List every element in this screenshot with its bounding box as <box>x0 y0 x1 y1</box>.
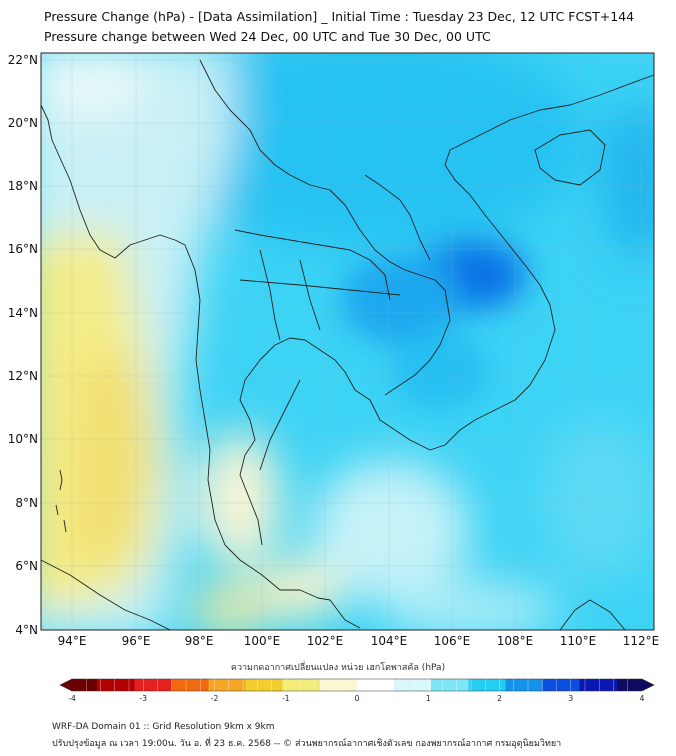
footer-update-info: ปรับปรุงข้อมูล ณ เวลา 19:00น. วัน อ. ที่… <box>52 739 562 749</box>
colorbar-tick-label: -3 <box>140 694 148 703</box>
lat-label: 20°N <box>8 116 38 130</box>
lat-label: 10°N <box>8 432 38 446</box>
lat-label: 22°N <box>8 53 38 67</box>
map-frame <box>40 52 655 631</box>
colorbar-tick-label: -1 <box>282 694 290 703</box>
lon-label: 108°E <box>497 634 534 648</box>
colorbar-tick-label: -2 <box>211 694 219 703</box>
colorbar: -4 -3 -2 -1 0 1 2 3 4 <box>59 678 655 703</box>
map-title: Pressure Change (hPa) - [Data Assimilati… <box>44 9 635 24</box>
lon-label: 94°E <box>58 634 87 648</box>
pressure-field <box>41 53 654 630</box>
lat-label: 12°N <box>8 369 38 383</box>
colorbar-tick-label: 2 <box>497 694 502 703</box>
colorbar-tick-label: -4 <box>68 694 76 703</box>
lon-label: 106°E <box>434 634 471 648</box>
lon-label: 110°E <box>560 634 597 648</box>
longitude-labels: 94°E 96°E 98°E 100°E 102°E 104°E 106°E 1… <box>58 634 660 648</box>
lon-label: 102°E <box>307 634 344 648</box>
lat-label: 6°N <box>15 559 38 573</box>
coastlines <box>41 59 654 630</box>
colorbar-tick-labels: -4 -3 -2 -1 0 1 2 3 4 <box>68 694 644 703</box>
colorbar-tick-label: 0 <box>355 694 360 703</box>
colorbar-tick-label: 3 <box>568 694 573 703</box>
lon-label: 96°E <box>122 634 151 648</box>
graticule <box>41 53 654 630</box>
colorbar-title: ความกดอากาศเปลี่ยนแปลง หน่วย เฮกโตพาสคัล… <box>230 663 446 673</box>
lon-label: 100°E <box>244 634 281 648</box>
lon-label: 112°E <box>623 634 660 648</box>
footer-model-info: WRF-DA Domain 01 :: Grid Resolution 9km … <box>52 722 275 732</box>
lon-label: 98°E <box>185 634 214 648</box>
latitude-labels: 22°N 20°N 18°N 16°N 14°N 12°N 10°N 8°N 6… <box>8 53 38 637</box>
lon-label: 104°E <box>371 634 408 648</box>
lat-label: 8°N <box>15 496 38 510</box>
lat-label: 14°N <box>8 306 38 320</box>
lat-label: 4°N <box>15 623 38 637</box>
map-subtitle: Pressure change between Wed 24 Dec, 00 U… <box>44 29 491 44</box>
lat-label: 16°N <box>8 242 38 256</box>
colorbar-tick-label: 4 <box>640 694 645 703</box>
lat-label: 18°N <box>8 179 38 193</box>
colorbar-dividers <box>86 679 628 691</box>
colorbar-tick-label: 1 <box>426 694 431 703</box>
